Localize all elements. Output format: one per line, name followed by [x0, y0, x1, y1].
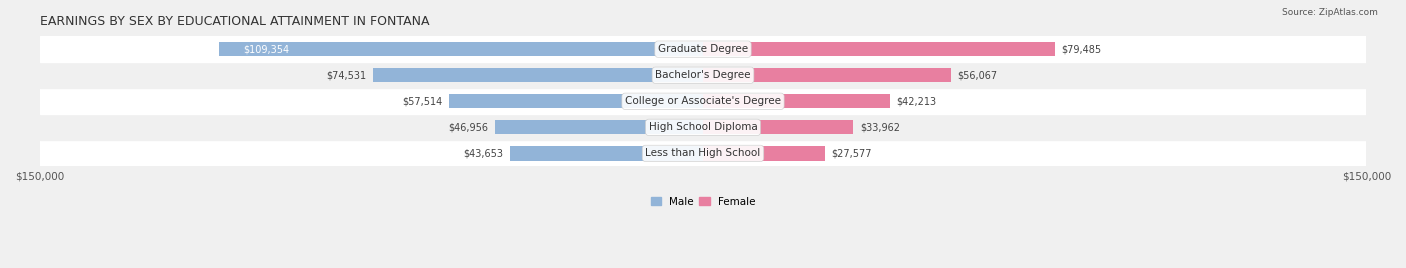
Bar: [703, 94, 890, 109]
Bar: [703, 120, 853, 135]
Text: $46,956: $46,956: [449, 122, 489, 132]
Text: EARNINGS BY SEX BY EDUCATIONAL ATTAINMENT IN FONTANA: EARNINGS BY SEX BY EDUCATIONAL ATTAINMEN…: [39, 15, 429, 28]
Bar: [495, 120, 703, 135]
Text: $43,653: $43,653: [464, 148, 503, 158]
Bar: [39, 88, 1367, 114]
Text: $56,067: $56,067: [957, 70, 998, 80]
Text: $79,485: $79,485: [1062, 44, 1101, 54]
Text: Bachelor's Degree: Bachelor's Degree: [655, 70, 751, 80]
Bar: [39, 62, 1367, 88]
Text: $42,213: $42,213: [896, 96, 936, 106]
Bar: [703, 42, 1054, 56]
Bar: [39, 114, 1367, 140]
Bar: [219, 42, 703, 56]
Bar: [39, 36, 1367, 62]
Text: $74,531: $74,531: [326, 70, 367, 80]
Text: $109,354: $109,354: [243, 44, 290, 54]
Text: $27,577: $27,577: [831, 148, 872, 158]
Text: Source: ZipAtlas.com: Source: ZipAtlas.com: [1282, 8, 1378, 17]
Text: Less than High School: Less than High School: [645, 148, 761, 158]
Text: Graduate Degree: Graduate Degree: [658, 44, 748, 54]
Bar: [374, 68, 703, 82]
Bar: [510, 146, 703, 161]
Text: $57,514: $57,514: [402, 96, 441, 106]
Text: College or Associate's Degree: College or Associate's Degree: [626, 96, 780, 106]
Bar: [449, 94, 703, 109]
Bar: [39, 140, 1367, 166]
Legend: Male, Female: Male, Female: [647, 192, 759, 211]
Bar: [703, 146, 825, 161]
Text: $33,962: $33,962: [860, 122, 900, 132]
Text: High School Diploma: High School Diploma: [648, 122, 758, 132]
Bar: [703, 68, 950, 82]
